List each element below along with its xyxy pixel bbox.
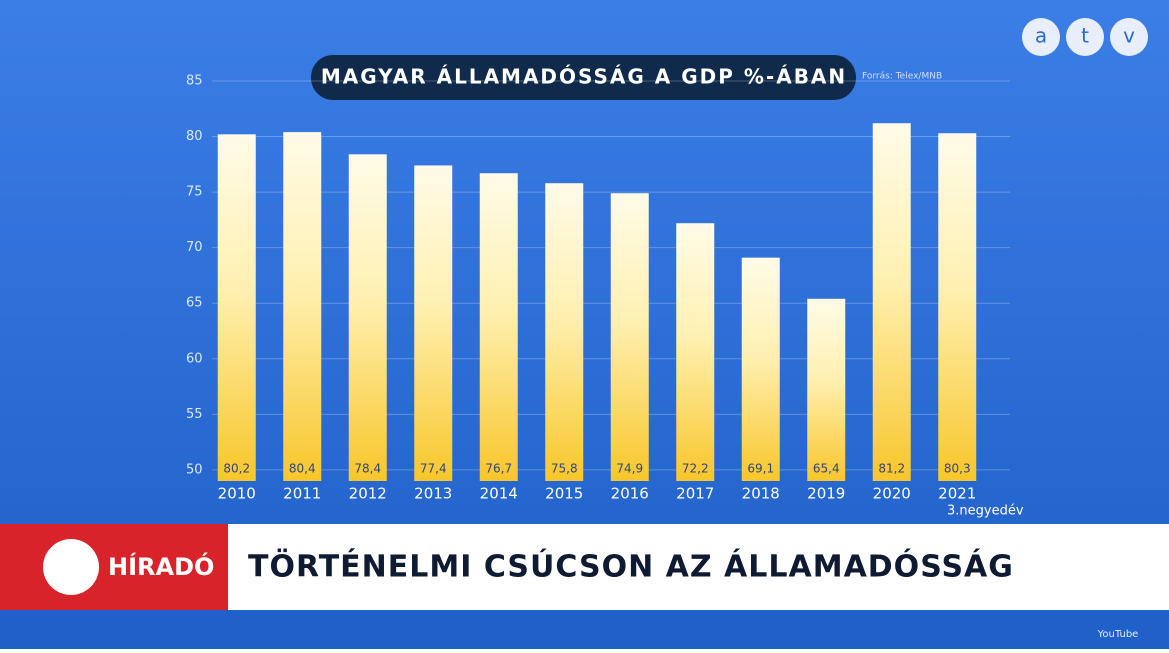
value-label: 76,7 [485,462,512,476]
y-tick-label: 70 [186,240,203,255]
value-label: 80,3 [944,462,971,476]
x-tick-label: 2018 [742,485,780,503]
y-tick-label: 55 [186,407,203,422]
logo-letter: a [1035,24,1047,48]
bar [676,223,715,481]
bar [283,132,322,481]
value-label: 77,4 [420,462,447,476]
value-label: 69,1 [747,462,774,476]
bar [217,134,256,482]
watermark: YouTube [1097,629,1139,640]
x-tick-label: 2021 [938,485,976,503]
x-tick-label: 2013 [414,485,452,503]
value-label: 75,8 [551,462,578,476]
value-label: 81,2 [878,462,905,476]
y-tick-label: 85 [186,74,203,89]
x-tick-note: 3.negyedév [947,504,1024,519]
bar [545,183,584,481]
banner-label-box [0,524,228,610]
bar [414,165,453,481]
x-tick-label: 2017 [676,485,714,503]
value-label: 72,2 [682,462,709,476]
bar [479,173,518,481]
x-tick-label: 2015 [545,485,583,503]
banner-label: HÍRADÓ [108,551,214,581]
logo-circle [1066,18,1104,56]
x-tick-label: 2010 [218,485,256,503]
x-tick-label: 2020 [873,485,911,503]
logo-letter: t [1081,24,1089,48]
bar [610,193,649,481]
logo-circle [1110,18,1148,56]
bar [807,298,846,481]
value-label: 78,4 [354,462,381,476]
x-tick-label: 2016 [611,485,649,503]
chart-title: MAGYAR ÁLLAMADÓSSÁG A GDP %-ÁBAN [321,65,847,89]
x-tick-label: 2014 [480,485,518,503]
logo-letter: v [1123,24,1135,48]
banner-icon [43,539,99,595]
bar [741,257,780,481]
y-tick-label: 65 [186,296,203,311]
bar [872,123,911,481]
y-tick-label: 80 [186,129,203,144]
x-tick-label: 2011 [283,485,321,503]
bar [938,133,977,481]
y-tick-label: 75 [186,185,203,200]
value-label: 80,4 [289,462,316,476]
value-label: 74,9 [616,462,643,476]
source: Forrás: Telex/MNB [862,72,942,82]
value-label: 80,2 [223,462,250,476]
x-tick-label: 2019 [807,485,845,503]
x-tick-label: 2012 [349,485,387,503]
y-tick-label: 60 [186,351,203,366]
headline: TÖRTÉNELMI CSÚCSON AZ ÁLLAMADÓSSÁG [248,548,1014,585]
value-label: 65,4 [813,462,840,476]
bar [348,154,387,482]
title-pill [311,55,856,100]
y-tick-label: 50 [186,462,203,477]
logo-circle [1022,18,1060,56]
